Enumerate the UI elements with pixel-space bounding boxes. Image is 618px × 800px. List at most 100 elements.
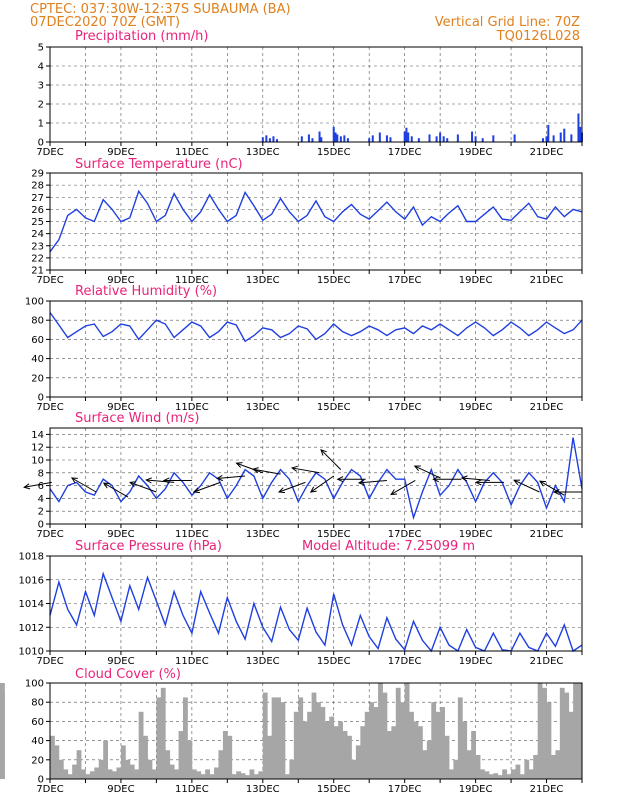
cloud-bar (355, 745, 361, 779)
x-tick-label: 15DEC (317, 784, 351, 795)
series-line (49, 312, 583, 343)
cloud-bar (271, 697, 277, 779)
cloud-bar (103, 740, 109, 779)
cloud-bar (200, 774, 206, 779)
series-line (49, 571, 583, 653)
wind-arrow (513, 479, 540, 493)
cloud-bar (431, 702, 437, 779)
y-tick-label: 1010 (19, 647, 44, 658)
cloud-bar (537, 683, 543, 779)
precip-bar (378, 132, 381, 142)
humidity-panel: Relative Humidity (%) 0 20 40 60 80 100 7DEC 9D… (25, 284, 583, 413)
cloud-bar (276, 697, 281, 779)
cloud-bar (125, 759, 131, 779)
x-tick-label: 15DEC (317, 275, 351, 286)
cloud-bar (533, 755, 539, 779)
precip-bar (300, 136, 303, 142)
y-tick-label: 0 (38, 393, 44, 404)
x-tick-label: 21DEC (530, 784, 564, 795)
wind-arrow (129, 481, 157, 493)
cloud-bar (347, 735, 352, 779)
precip-bar (320, 137, 323, 142)
x-tick-label: 9DEC (107, 402, 134, 413)
x-tick-label: 9DEC (107, 656, 134, 667)
wind-arrow-head (320, 448, 327, 456)
cloud-bar (307, 711, 312, 779)
wind-arrow-head (162, 477, 170, 484)
precipitation-panel: Precipitation (mm/h) 0 1 2 3 4 5 7DEC 9DEC 11DEC… (36, 29, 583, 158)
wind-arrow (390, 480, 416, 495)
precip-bar (403, 131, 406, 142)
precip-bar (371, 135, 374, 142)
x-tick-label: 19DEC (459, 275, 493, 286)
cloud-bar (316, 702, 321, 779)
wind-arrow-head (474, 479, 482, 486)
precip-bar (272, 136, 275, 142)
x-tick-label: 17DEC (388, 656, 422, 667)
station-header: CPTEC: 037:30W-12:37S SUBAUMA (BA) (30, 2, 291, 17)
precip-bar (265, 135, 268, 142)
x-tick-label: 17DEC (388, 147, 422, 158)
cloud-bar (160, 687, 166, 779)
temperature-panel: Surface Temperature (nC) 212223242526272… (31, 157, 583, 286)
precip-bar (339, 136, 342, 142)
cloud-bar (107, 769, 113, 779)
cloud-bar (329, 716, 335, 779)
wind-arrow-head (432, 476, 440, 483)
y-tick-label: 22 (31, 253, 44, 264)
wind-arrow (71, 477, 97, 493)
precip-bar (275, 139, 278, 142)
cloud-bar (85, 774, 91, 779)
precip-bar (513, 134, 516, 142)
wind-arrow-head (277, 487, 286, 494)
cloud-bar (488, 774, 494, 779)
wind-arrow-head (552, 488, 560, 496)
wind-arrow-head (336, 476, 344, 483)
cloud-bar (564, 692, 570, 779)
precip-bar (492, 135, 495, 142)
y-tick-label: 0 (38, 775, 44, 786)
cloud-bar (240, 773, 246, 779)
y-tick-label: 12 (31, 443, 44, 454)
x-tick-label: 17DEC (388, 529, 422, 540)
x-tick-label: 21DEC (530, 656, 564, 667)
precip-bar (307, 134, 310, 142)
cloud-bar (116, 767, 122, 779)
cloud-bar (320, 707, 326, 779)
x-tick-label: 11DEC (175, 529, 209, 540)
y-tick-label: 80 (31, 316, 44, 327)
cloud-bar (519, 774, 525, 779)
cloud-bar (76, 750, 82, 779)
cloud-bar (54, 745, 60, 779)
x-tick-label: 9DEC (107, 147, 134, 158)
x-tick-label: 11DEC (175, 402, 209, 413)
wind-arrow-head (192, 487, 200, 494)
cloud-bar (138, 711, 144, 779)
precip-bar (336, 134, 339, 142)
x-tick-label: 11DEC (175, 147, 209, 158)
wind-arrow (103, 482, 129, 498)
precip-bar (471, 131, 474, 142)
x-tick-label: 21DEC (530, 529, 564, 540)
wind-arrow (217, 475, 246, 479)
wind-arrow-head (251, 467, 259, 474)
cloud-bar (253, 774, 259, 779)
cloud-bar (151, 769, 157, 779)
x-tick-label: 7DEC (36, 147, 63, 158)
wind-arrow (252, 468, 281, 475)
cloud-bar (333, 726, 339, 779)
cloud-bar (555, 750, 561, 779)
model-code: TQ0126L028 (496, 29, 580, 44)
panel-frame (49, 46, 583, 143)
panel-frame (49, 172, 583, 271)
cloud-bar (231, 774, 237, 779)
cloud-bar (453, 759, 459, 779)
precip-bar (311, 138, 314, 142)
panel-frame (49, 300, 583, 398)
wind-arrow-head (290, 465, 298, 472)
y-tick-label: 1016 (19, 575, 44, 586)
cloud-bar (94, 767, 100, 779)
cloud-bar (413, 721, 419, 779)
cloud-bar (573, 683, 578, 779)
